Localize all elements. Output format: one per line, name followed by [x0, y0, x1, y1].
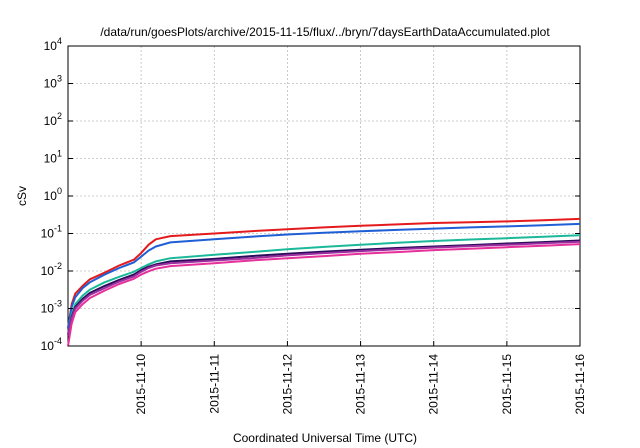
- y-tick-label: 10-1: [41, 224, 62, 241]
- series-line: [67, 217, 581, 329]
- chart-title: /data/run/goesPlots/archive/2015-11-15/f…: [100, 25, 550, 39]
- y-tick-label: 10-2: [41, 261, 62, 278]
- x-tick-label: 2015-11-11: [207, 354, 221, 414]
- grid-lines: [68, 45, 581, 347]
- series-line: [67, 240, 581, 335]
- x-axis-label: Coordinated Universal Time (UTC): [233, 431, 417, 445]
- x-tick-label: 2015-11-10: [134, 354, 148, 415]
- y-tick-label: 10-3: [41, 299, 62, 316]
- y-tick-label: 103: [44, 74, 62, 91]
- y-axis-label: cSv: [15, 186, 29, 206]
- y-tick-label: 100: [44, 186, 62, 203]
- y-tick-label: 104: [44, 36, 62, 53]
- x-tick-label: 2015-11-14: [427, 354, 441, 415]
- y-tick-label: 102: [44, 111, 62, 128]
- series-line: [67, 239, 581, 335]
- x-tick-label: 2015-11-12: [280, 354, 294, 415]
- axis-ticks: 2015-11-10 2015-11-11 2015-11-12 2015-11-13…: [41, 36, 587, 415]
- x-tick-label: 2015-11-16: [573, 354, 587, 415]
- x-tick-label: 2015-11-13: [354, 354, 368, 415]
- y-tick-label: 101: [44, 149, 62, 166]
- series-line: [67, 243, 581, 347]
- series-line: [67, 222, 581, 329]
- series-lines: [67, 217, 581, 347]
- x-tick-label: 2015-11-15: [500, 354, 514, 415]
- y-tick-label: 10-4: [41, 336, 62, 353]
- series-line: [67, 234, 581, 335]
